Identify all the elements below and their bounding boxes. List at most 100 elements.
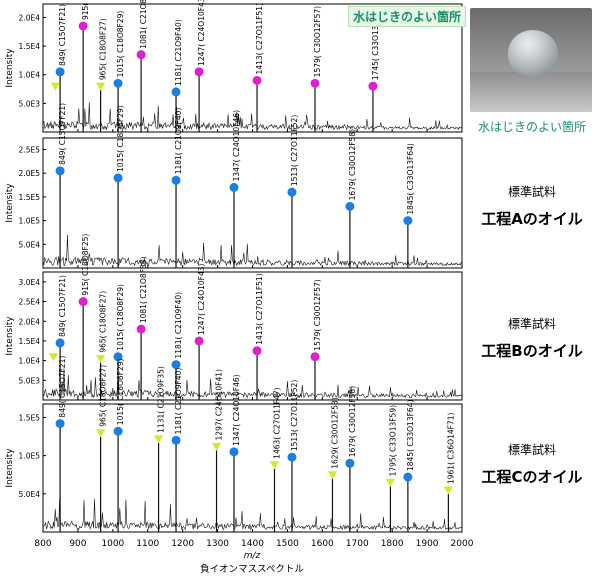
peak-label: 1579( C30O12F57) bbox=[313, 279, 322, 350]
peak-label: 1181( C21O9F40) bbox=[174, 19, 183, 86]
peak-label: 1629( C30O12F53) bbox=[330, 397, 339, 468]
peak-marker bbox=[345, 201, 355, 211]
panel-1-ytick-label: 1.5E4 bbox=[19, 42, 41, 51]
peak-marker bbox=[403, 472, 413, 482]
peak-marker bbox=[55, 166, 65, 176]
peak-marker bbox=[310, 352, 320, 362]
peak-marker bbox=[252, 346, 262, 356]
photo-caption: 水はじきのよい箇所 bbox=[477, 120, 586, 134]
peak-marker bbox=[113, 352, 123, 362]
x-tick-label: 1900 bbox=[416, 539, 439, 549]
side-label-b-main: 工程Bのオイル bbox=[481, 342, 583, 360]
panel-3-ytick-label: 3.0E4 bbox=[19, 278, 41, 287]
side-label-c: 標準試料 工程Cのオイル bbox=[472, 441, 592, 487]
panel-1-ytick-label: 2.0E4 bbox=[19, 13, 41, 22]
peak-marker bbox=[229, 447, 239, 457]
panel-2-trace bbox=[42, 234, 463, 267]
peak-marker bbox=[136, 50, 146, 60]
peak-label: 849( C15O7F21) bbox=[58, 275, 67, 337]
panel-1-ytick-label: 5.0E3 bbox=[19, 99, 41, 108]
water-droplet-photo bbox=[470, 8, 592, 112]
peak-marker bbox=[194, 336, 204, 346]
peak-marker bbox=[171, 175, 181, 185]
side-label-a-sub: 標準試料 bbox=[507, 185, 556, 199]
peak-label: 1845( C33O13F64) bbox=[406, 143, 415, 214]
peak-marker bbox=[96, 429, 106, 438]
x-tick-label: 1800 bbox=[381, 539, 404, 549]
side-label-a: 標準試料 工程Aのオイル bbox=[472, 183, 592, 229]
peak-label: 915( C18O8F25) bbox=[81, 234, 90, 296]
peak-marker bbox=[171, 360, 181, 370]
peak-label: 1795( C33O13F59) bbox=[388, 405, 397, 476]
peak-marker bbox=[136, 324, 146, 334]
peak-label: 965( C18O8F27) bbox=[99, 291, 108, 353]
peak-label: 1679( C30O12F58) bbox=[348, 129, 357, 200]
extra-marker bbox=[50, 82, 60, 91]
peak-marker bbox=[55, 419, 65, 429]
x-tick-label: 1400 bbox=[241, 539, 264, 549]
x-tick-label: 1200 bbox=[171, 539, 194, 549]
x-axis-caption: 負イオンマススペクトル bbox=[200, 563, 304, 575]
peak-marker bbox=[403, 216, 413, 226]
peak-marker bbox=[345, 458, 355, 468]
peak-label: 1247( C24O10F43) bbox=[197, 0, 206, 66]
panel-2-ytick-label: 1.5E5 bbox=[19, 193, 41, 202]
x-tick-label: 900 bbox=[69, 539, 86, 549]
peak-label: 849( C15O7F21) bbox=[58, 356, 67, 418]
peak-label: 1181( C21O9F40) bbox=[174, 292, 183, 359]
peak-marker bbox=[212, 442, 222, 451]
peak-label: 1413( C27O11F51) bbox=[255, 3, 264, 74]
peak-marker bbox=[327, 471, 337, 480]
peak-label: 1131( C21O9F35) bbox=[157, 366, 166, 433]
panel-4-ytick-label: 1.0E5 bbox=[19, 452, 41, 461]
peak-marker bbox=[96, 355, 106, 364]
extra-marker bbox=[48, 353, 58, 362]
peak-label: 915( C18O8F25) bbox=[81, 0, 90, 20]
x-tick-label: 1600 bbox=[311, 539, 334, 549]
x-tick-label: 1500 bbox=[276, 539, 299, 549]
panel-2-ytick-label: 5.0E4 bbox=[19, 240, 41, 249]
peak-marker bbox=[154, 435, 164, 444]
peak-label: 965( C18O8F27) bbox=[99, 365, 108, 427]
peak-marker bbox=[310, 78, 320, 88]
peak-label: 1015( C18O8F29) bbox=[116, 11, 125, 78]
photo-droplet bbox=[508, 30, 558, 76]
peak-label: 1347( C24O10F46) bbox=[232, 374, 241, 445]
peak-label: 1513( C27O11F52) bbox=[290, 380, 299, 451]
x-tick-label: 800 bbox=[34, 539, 51, 549]
peak-label: 1745( C33O13F63) bbox=[371, 9, 380, 80]
peak-marker bbox=[252, 75, 262, 85]
peak-label: 1845( C33O13F64) bbox=[406, 400, 415, 471]
panel-2-ytick-label: 2.0E5 bbox=[19, 169, 41, 178]
peak-label: 1679( C30O12F58) bbox=[348, 386, 357, 457]
side-label-c-main: 工程Cのオイル bbox=[481, 468, 583, 486]
peak-marker bbox=[55, 67, 65, 77]
peak-marker bbox=[194, 67, 204, 77]
side-label-c-sub: 標準試料 bbox=[507, 443, 556, 457]
peak-label: 1015( C18O8F29) bbox=[116, 105, 125, 172]
panel-3-ytick-label: 2.5E4 bbox=[19, 298, 41, 307]
panel-3-ytick-label: 5.0E3 bbox=[19, 376, 41, 385]
peak-label: 1247( C24O10F43) bbox=[197, 263, 206, 334]
panel-4-trace bbox=[42, 498, 463, 531]
peak-marker bbox=[171, 435, 181, 445]
peak-marker bbox=[368, 81, 378, 91]
peak-marker bbox=[96, 82, 106, 91]
side-label-a-main: 工程Aのオイル bbox=[481, 210, 583, 228]
peak-marker bbox=[287, 187, 297, 197]
panel-2-ytick-label: 1.0E5 bbox=[19, 217, 41, 226]
panel-1-ylabel: Intensity bbox=[5, 48, 15, 88]
x-unit-label: m/z bbox=[244, 551, 261, 561]
panel-4-ytick-label: 1.5E5 bbox=[19, 413, 41, 422]
panel-1-ytick-label: 1.0E4 bbox=[19, 71, 41, 80]
peak-marker bbox=[113, 78, 123, 88]
peak-label: 849( C15O7F21) bbox=[58, 4, 67, 66]
panel-3-ytick-label: 1.0E4 bbox=[19, 357, 41, 366]
panel-2-ytick-label: 2.5E5 bbox=[19, 145, 41, 154]
peak-label: 1081( C21O8F33) bbox=[139, 0, 148, 49]
peak-marker bbox=[385, 478, 395, 487]
peak-marker bbox=[78, 21, 88, 31]
x-tick-label: 1300 bbox=[206, 539, 229, 549]
panel-2-ylabel: Intensity bbox=[5, 183, 15, 223]
panel-3-trace bbox=[42, 368, 463, 399]
